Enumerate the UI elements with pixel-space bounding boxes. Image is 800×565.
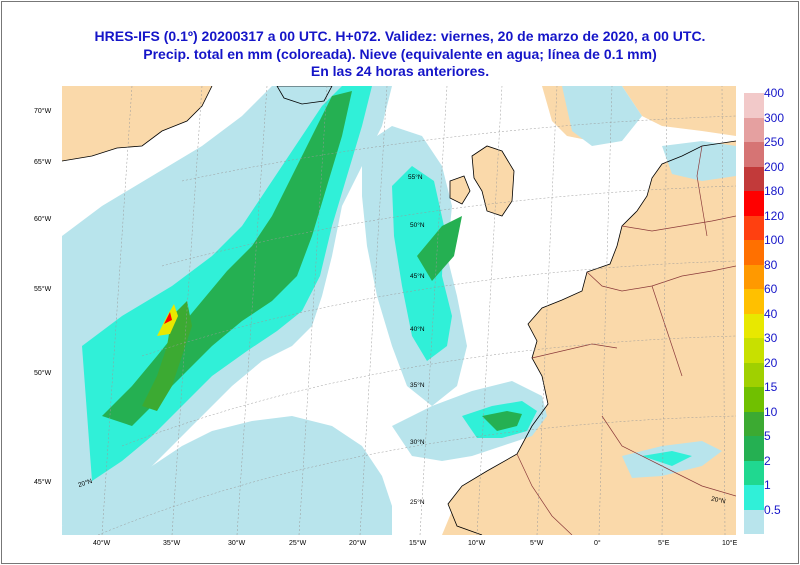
colorbar-swatch bbox=[744, 509, 764, 534]
lat-label: 40°N bbox=[410, 326, 425, 333]
colorbar-swatch bbox=[744, 93, 764, 118]
axis-label-left: 60°W bbox=[34, 216, 52, 223]
colorbar-swatch bbox=[744, 264, 764, 289]
axis-label-left: 65°W bbox=[34, 159, 52, 166]
land-areas bbox=[62, 86, 736, 535]
coastlines bbox=[62, 86, 736, 535]
axis-label-bottom: 15°W bbox=[409, 540, 427, 547]
axis-label-bottom: 40°W bbox=[93, 540, 111, 547]
colorbar-swatch bbox=[744, 166, 764, 191]
axis-label-bottom: 5°W bbox=[530, 540, 544, 547]
axis-label-left: 50°W bbox=[34, 370, 52, 377]
colorbar-swatch bbox=[744, 460, 764, 485]
axis-label-bottom: 25°W bbox=[289, 540, 307, 547]
colorbar-label: 250 bbox=[764, 135, 785, 149]
colorbar-label: 10 bbox=[764, 404, 778, 419]
colorbar-label: 200 bbox=[764, 159, 785, 174]
precipitation-fields bbox=[62, 86, 736, 535]
colorbar-swatch bbox=[744, 338, 764, 363]
lat-label: 55°N bbox=[408, 174, 423, 181]
colorbar-label: 0.5 bbox=[764, 502, 781, 517]
axis-label-bottom: 5°E bbox=[658, 540, 670, 547]
title-line-2: Precip. total en mm (coloreada). Nieve (… bbox=[143, 46, 657, 62]
axis-label-bottom: 20°W bbox=[349, 540, 367, 547]
title-line-1: HRES-IFS (0.1º) 20200317 a 00 UTC. H+072… bbox=[94, 28, 706, 44]
colorbar-label: 30 bbox=[764, 331, 778, 345]
colorbar-swatch bbox=[744, 191, 764, 216]
colorbar-label: 5 bbox=[764, 429, 771, 443]
colorbar-swatch bbox=[744, 215, 764, 240]
colorbar-swatch bbox=[744, 117, 764, 142]
colorbar-swatch bbox=[744, 411, 764, 436]
graticule bbox=[97, 86, 736, 535]
colorbar-label: 400 bbox=[764, 86, 785, 100]
axis-label-bottom: 0° bbox=[594, 540, 601, 547]
axis-label-left: 70°W bbox=[34, 108, 52, 115]
colorbar-label: 80 bbox=[764, 257, 778, 272]
lat-label: 25°N bbox=[410, 499, 425, 506]
title-line-3: En las 24 horas anteriores. bbox=[310, 63, 490, 79]
axis-label-bottom: 35°W bbox=[163, 540, 181, 547]
axis-label-left: 55°W bbox=[34, 286, 52, 293]
colorbar-swatch bbox=[744, 436, 764, 461]
colorbar-label: 120 bbox=[764, 208, 785, 223]
colorbar-label: 2 bbox=[764, 453, 771, 468]
colorbar-swatch bbox=[744, 387, 764, 412]
colorbar-swatch bbox=[744, 289, 764, 314]
lat-label: 45°N bbox=[410, 273, 425, 280]
axis-label-left: 45°W bbox=[34, 479, 52, 486]
colorbar-label: 40 bbox=[764, 306, 778, 321]
lat-label: 30°N bbox=[410, 439, 425, 446]
colorbar-label: 15 bbox=[764, 380, 778, 394]
colorbar-label: 180 bbox=[764, 184, 785, 198]
colorbar-label: 60 bbox=[764, 282, 778, 296]
country-borders bbox=[516, 145, 736, 535]
colorbar-swatch bbox=[744, 142, 764, 167]
colorbar-swatch bbox=[744, 485, 764, 510]
colorbar-swatch bbox=[744, 362, 764, 387]
colorbar-label: 20 bbox=[764, 355, 778, 370]
precipitation-map bbox=[62, 86, 736, 535]
colorbar-swatch bbox=[744, 313, 764, 338]
axis-label-bottom: 30°W bbox=[228, 540, 246, 547]
axis-label-bottom: 10°E bbox=[722, 540, 738, 547]
colorbar-label: 300 bbox=[764, 110, 785, 125]
axis-label-bottom: 10°W bbox=[468, 540, 486, 547]
colorbar-swatch bbox=[744, 240, 764, 265]
colorbar-label: 100 bbox=[764, 233, 785, 247]
lat-label: 35°N bbox=[410, 382, 425, 389]
colorbar-label: 1 bbox=[764, 478, 771, 492]
lat-label: 50°N bbox=[410, 222, 425, 229]
